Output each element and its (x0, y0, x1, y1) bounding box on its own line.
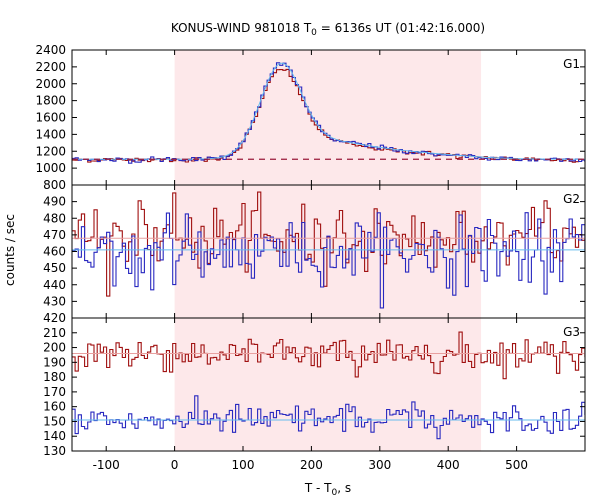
y-tick-label: 430 (43, 294, 66, 308)
burst-interval-shade (174, 318, 482, 451)
fit-curve (72, 62, 585, 160)
panels-group: 80010001200140016001800200022002400G1420… (35, 43, 586, 472)
y-tick-label: 1400 (35, 127, 66, 141)
y-tick-label: 1600 (35, 111, 66, 125)
y-tick-label: 440 (43, 278, 66, 292)
y-tick-label: 420 (43, 311, 66, 325)
x-tick-label: 200 (300, 458, 323, 472)
y-tick-label: 210 (43, 326, 66, 340)
x-tick-label: 500 (505, 458, 528, 472)
y-tick-label: 1200 (35, 144, 66, 158)
x-tick-label: 100 (232, 458, 255, 472)
y-tick-label: 2000 (35, 77, 66, 91)
series-blue-counts (72, 212, 586, 309)
y-tick-label: 450 (43, 261, 66, 275)
y-axis-label: counts / sec (3, 214, 17, 286)
x-tick-label: 0 (171, 458, 179, 472)
y-tick-label: 130 (43, 444, 66, 458)
y-tick-label: 180 (43, 370, 66, 384)
y-tick-label: 800 (43, 178, 66, 192)
y-tick-label: 190 (43, 355, 66, 369)
y-tick-label: 140 (43, 429, 66, 443)
y-tick-label: 2400 (35, 43, 66, 57)
panel-label-g2: G2 (563, 192, 580, 206)
chart-title: KONUS-WIND 981018 T0 = 6136s UT (01:42:1… (171, 21, 485, 38)
burst-interval-shade (174, 50, 482, 185)
x-tick-label: -100 (93, 458, 120, 472)
panel-label-g1: G1 (563, 57, 580, 71)
panel-g1: 800 1000 1200 1400 1600 1800 2000 2200 2400 G1 (35, 43, 586, 192)
y-tick-label: 490 (43, 195, 66, 209)
y-tick-label: 1000 (35, 161, 66, 175)
x-tick-label: 400 (437, 458, 460, 472)
y-tick-label: 150 (43, 414, 66, 428)
x-tick-label: 300 (368, 458, 391, 472)
y-tick-label: 200 (43, 341, 66, 355)
y-tick-label: 170 (43, 385, 66, 399)
y-tick-label: 2200 (35, 60, 66, 74)
y-tick-label: 160 (43, 400, 66, 414)
panel-frame (71, 317, 586, 452)
y-tick-label: 470 (43, 228, 66, 242)
burst-interval-shade (174, 185, 482, 318)
panel-label-g3: G3 (563, 325, 580, 339)
y-tick-label: 460 (43, 245, 66, 259)
y-tick-label: 480 (43, 211, 66, 225)
y-tick-label: 1800 (35, 94, 66, 108)
panel-g2: 420 430 440 450 460 470 480 490 G2 (43, 184, 586, 325)
x-axis-label: T - T0, s (304, 481, 351, 498)
